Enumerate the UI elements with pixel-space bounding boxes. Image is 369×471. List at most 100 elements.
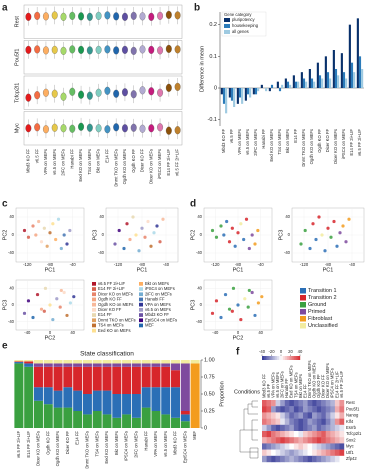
point [219, 224, 223, 228]
point [155, 224, 159, 228]
point [239, 317, 243, 322]
legend-label: pluripotency [232, 17, 255, 22]
heat-cell [316, 437, 322, 444]
point [65, 313, 69, 318]
category-label: EpiSC4 on MEFs [182, 431, 187, 463]
bar [268, 88, 271, 92]
bar [297, 81, 300, 88]
category-label: v6.5 FF 2i+LIF [16, 431, 21, 459]
bar-segment [122, 394, 132, 415]
point [48, 231, 52, 235]
heat-cell [312, 406, 317, 413]
legend-label: Primed [308, 309, 325, 315]
heat-cell [339, 424, 345, 432]
colorbar-step [296, 356, 299, 360]
point [323, 249, 327, 253]
violin [174, 11, 181, 20]
heat-cell [325, 412, 331, 419]
heat-cell [334, 431, 340, 438]
heat-cell [321, 400, 326, 407]
bar [361, 69, 364, 88]
bar-segment [24, 363, 34, 367]
violin [25, 45, 32, 54]
heat-cell [316, 400, 322, 407]
heat-cell [307, 443, 313, 450]
legend-swatch [92, 328, 96, 333]
bar [345, 78, 348, 88]
point [54, 237, 58, 242]
heat-cell [271, 418, 276, 425]
category-label: Ogdh KO on MEFs [309, 129, 314, 164]
heat-cell [330, 424, 336, 432]
point [219, 315, 223, 320]
heat-cell [330, 406, 336, 413]
violin [34, 11, 41, 20]
violin [139, 12, 146, 21]
bar-segment [151, 387, 161, 411]
point [227, 240, 232, 244]
category-label: Dnmt TKO on MEFs [85, 431, 90, 469]
row-label: Tcfcp2l1 [346, 431, 362, 436]
violin [25, 12, 32, 21]
heat-cell [293, 449, 299, 456]
heat-cell [271, 412, 276, 419]
point [22, 311, 27, 315]
x-tick-label: -120 [114, 262, 123, 267]
violin [86, 91, 93, 100]
point [34, 233, 38, 237]
violin [42, 88, 49, 97]
heat-cell [330, 431, 336, 438]
bar-segment [82, 394, 92, 415]
category-label: Dicer KO FF [321, 374, 326, 398]
legend-label: MEF [145, 323, 154, 328]
bar [305, 81, 308, 88]
heat-cell [289, 400, 295, 407]
heat-cell [289, 431, 295, 438]
point [37, 219, 41, 224]
x-axis-title: PC1 [137, 267, 148, 273]
category-label: MEF [192, 431, 197, 440]
heat-cell [271, 424, 276, 432]
heat-cell [339, 400, 345, 407]
point [250, 290, 254, 295]
bar-segment [151, 363, 161, 367]
bar-segment [141, 360, 151, 364]
bar-segment [131, 417, 141, 428]
point [39, 240, 44, 244]
heat-cell [293, 412, 299, 419]
y-tick-label: -40 [284, 250, 291, 255]
heat-cell [275, 418, 281, 425]
x-tick-label: -40 [258, 262, 265, 267]
y-axis-title: PC3 [92, 230, 98, 241]
bar-segment [141, 407, 151, 428]
x-tick-label: 0 [49, 330, 52, 335]
category-label: E14 FF 2i+LIF [166, 149, 171, 176]
point [308, 246, 312, 251]
bar-segment [171, 363, 181, 371]
bar [302, 78, 306, 88]
bar [225, 88, 228, 114]
bar [233, 88, 236, 107]
legend-swatch [300, 323, 306, 329]
heat-cell [298, 455, 304, 463]
x-tick-label: -80 [47, 262, 54, 267]
legend-label: E14 FF [98, 312, 112, 317]
y-tick-label: 0 [12, 302, 15, 307]
heat-cell [275, 400, 281, 407]
heat-cell [280, 455, 285, 463]
heat-cell [303, 424, 308, 432]
bar-segment [24, 360, 34, 362]
point [239, 222, 243, 226]
colorbar-step [286, 356, 289, 360]
category-label: Dnmt TKO on MEFs [113, 149, 118, 187]
point [344, 240, 348, 244]
category-label: v6.5 FF 2i+LIF [339, 370, 344, 398]
bar-segment [131, 363, 141, 367]
category-label: Ogdh KO FF [131, 149, 136, 173]
point [210, 228, 215, 233]
heat-cell [316, 443, 322, 450]
category-label: Mbd3 KO FF [261, 374, 266, 398]
heat-cell [325, 400, 331, 407]
point [125, 222, 129, 226]
legend-label: housekeeping [232, 23, 259, 28]
